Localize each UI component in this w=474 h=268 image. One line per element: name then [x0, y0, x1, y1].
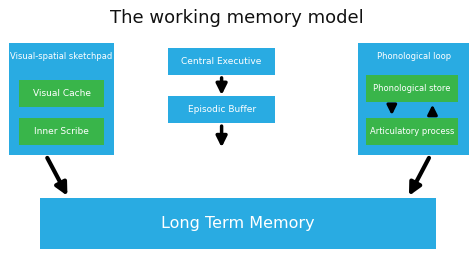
- Text: Inner Scribe: Inner Scribe: [34, 127, 89, 136]
- Text: Phonological store: Phonological store: [374, 84, 451, 93]
- FancyBboxPatch shape: [168, 96, 275, 123]
- Text: Visual-spatial sketchpad: Visual-spatial sketchpad: [10, 52, 113, 61]
- FancyBboxPatch shape: [168, 48, 275, 75]
- Text: Phonological loop: Phonological loop: [376, 52, 451, 61]
- Text: Articulatory process: Articulatory process: [370, 127, 455, 136]
- FancyBboxPatch shape: [19, 80, 104, 107]
- Text: Long Term Memory: Long Term Memory: [161, 216, 315, 231]
- Text: Central Executive: Central Executive: [182, 57, 262, 66]
- Text: The working memory model: The working memory model: [110, 9, 364, 27]
- Text: Episodic Buffer: Episodic Buffer: [188, 105, 255, 114]
- FancyBboxPatch shape: [358, 43, 469, 155]
- FancyBboxPatch shape: [366, 75, 458, 102]
- FancyBboxPatch shape: [9, 43, 114, 155]
- FancyBboxPatch shape: [366, 118, 458, 145]
- Text: Visual Cache: Visual Cache: [33, 89, 91, 98]
- FancyBboxPatch shape: [19, 118, 104, 145]
- FancyBboxPatch shape: [40, 198, 436, 249]
